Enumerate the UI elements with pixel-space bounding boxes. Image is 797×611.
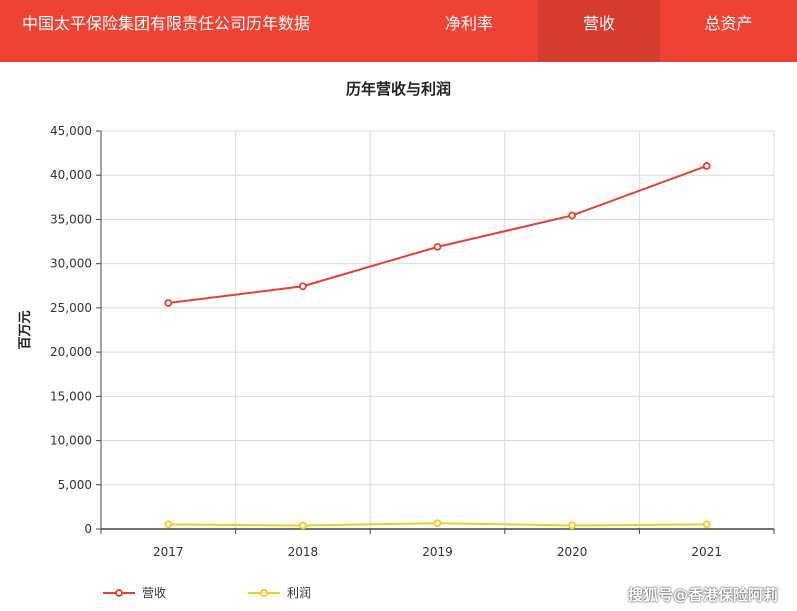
data-point	[298, 282, 307, 291]
x-tick-label: 2021	[691, 545, 722, 559]
x-tick-label: 2017	[153, 545, 184, 559]
data-point	[702, 162, 711, 170]
y-tick-label: 40,000	[50, 168, 92, 182]
x-tick-label: 2020	[557, 545, 588, 559]
y-tick-label: 20,000	[50, 345, 92, 359]
header-bar: 中国太平保险集团有限责任公司历年数据 净利率 营收 总资产	[0, 0, 797, 62]
watermark: 搜狐号@香港保险阿莉	[628, 586, 779, 604]
x-tick-label: 2019	[422, 545, 453, 559]
y-tick-label: 10,000	[50, 434, 92, 448]
data-point	[433, 242, 442, 251]
legend-marker	[115, 589, 123, 597]
legend-item: 营收	[103, 586, 166, 600]
app-title: 中国太平保险集团有限责任公司历年数据	[22, 14, 311, 33]
data-point	[568, 211, 576, 220]
legend-marker	[260, 589, 268, 597]
data-point	[433, 519, 442, 528]
tab-net-margin[interactable]: 净利率	[444, 14, 493, 33]
chart-title: 历年营收与利润	[345, 80, 451, 98]
y-tick-label: 0	[84, 522, 92, 536]
y-tick-label: 25,000	[50, 301, 92, 315]
series-line	[168, 164, 708, 305]
y-tick-label: 35,000	[50, 212, 92, 226]
legend-label: 利润	[287, 586, 311, 600]
data-point	[568, 521, 576, 530]
y-tick-label: 30,000	[50, 257, 92, 271]
data-point	[298, 521, 307, 530]
y-tick-label: 45,000	[50, 124, 92, 138]
legend-item: 利润	[248, 586, 311, 600]
data-point	[164, 520, 173, 529]
y-tick-label: 5,000	[58, 478, 92, 492]
data-point	[164, 299, 173, 307]
data-point	[702, 520, 711, 529]
y-axis-label: 百万元	[18, 310, 33, 349]
tab-revenue[interactable]: 营收	[538, 0, 660, 62]
x-tick-label: 2018	[288, 545, 319, 559]
legend-label: 营收	[142, 586, 166, 600]
tab-total-assets[interactable]: 总资产	[704, 14, 753, 33]
y-tick-label: 15,000	[50, 389, 92, 403]
